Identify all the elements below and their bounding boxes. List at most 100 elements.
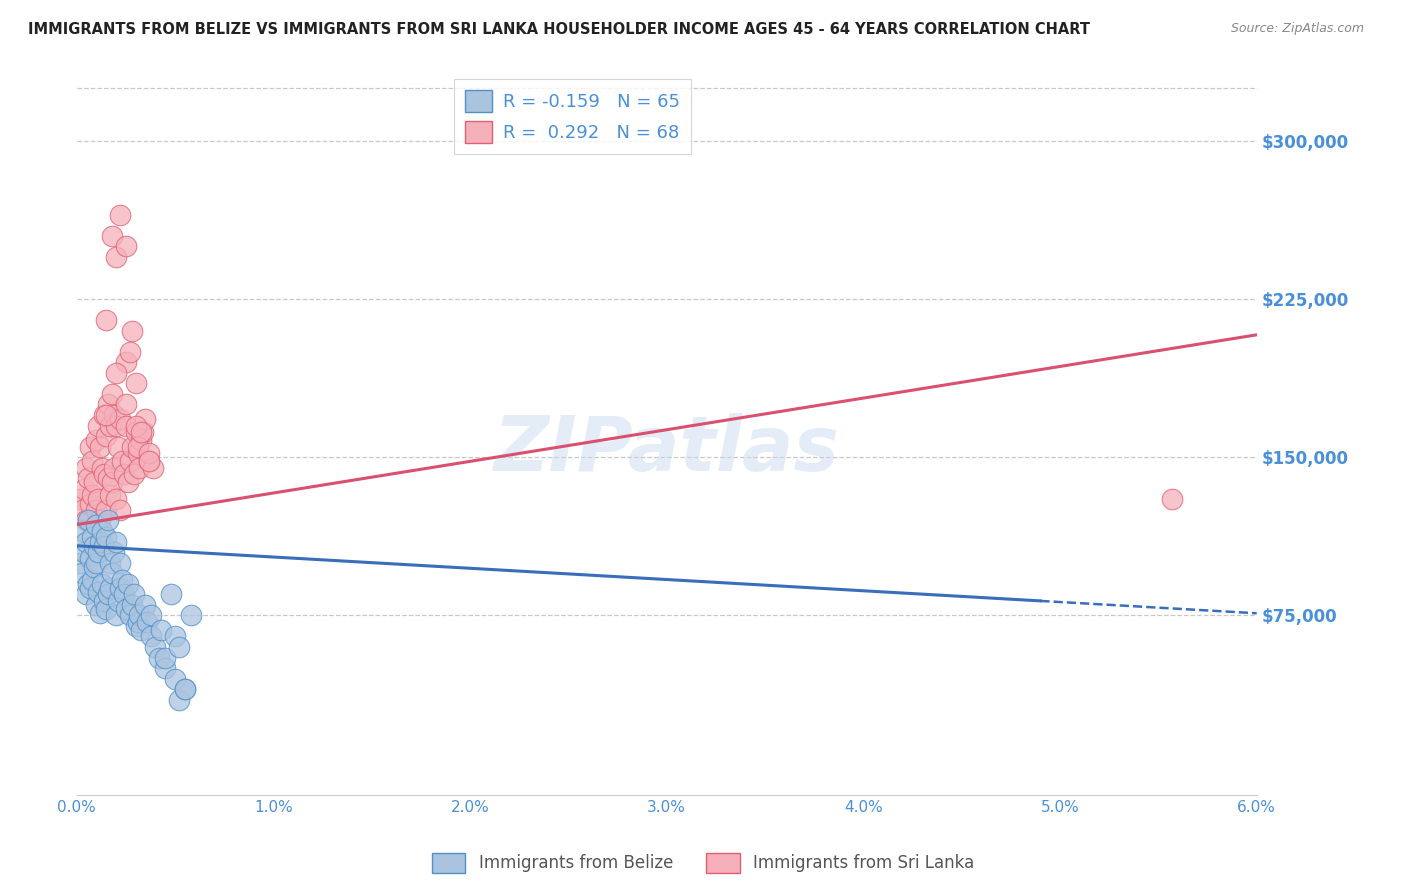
Point	[79, 551, 101, 566]
Point	[98, 418, 121, 433]
Point	[163, 630, 186, 644]
Point	[117, 475, 139, 490]
Point	[111, 454, 134, 468]
Point	[79, 581, 101, 595]
Point	[84, 434, 107, 448]
Point	[108, 412, 131, 426]
Point	[118, 344, 141, 359]
Point	[108, 208, 131, 222]
Point	[94, 408, 117, 422]
Point	[103, 545, 125, 559]
Point	[131, 434, 153, 448]
Point	[94, 602, 117, 616]
Point	[97, 397, 120, 411]
Point	[103, 408, 125, 422]
Point	[87, 492, 110, 507]
Point	[173, 682, 195, 697]
Point	[82, 488, 104, 502]
Point	[173, 682, 195, 697]
Point	[107, 593, 129, 607]
Text: IMMIGRANTS FROM BELIZE VS IMMIGRANTS FROM SRI LANKA HOUSEHOLDER INCOME AGES 45 -: IMMIGRANTS FROM BELIZE VS IMMIGRANTS FRO…	[28, 22, 1090, 37]
Point	[104, 366, 127, 380]
Point	[142, 460, 165, 475]
Point	[114, 602, 136, 616]
Point	[134, 598, 156, 612]
Point	[89, 534, 111, 549]
Point	[108, 556, 131, 570]
Point	[118, 454, 141, 468]
Point	[143, 640, 166, 654]
Point	[180, 608, 202, 623]
Point	[117, 576, 139, 591]
Point	[73, 482, 96, 496]
Point	[138, 454, 160, 468]
Point	[98, 488, 121, 502]
Point	[94, 503, 117, 517]
Point	[128, 460, 150, 475]
Point	[108, 581, 131, 595]
Point	[163, 672, 186, 686]
Point	[93, 593, 115, 607]
Point	[153, 650, 176, 665]
Legend: Immigrants from Belize, Immigrants from Sri Lanka: Immigrants from Belize, Immigrants from …	[425, 847, 981, 880]
Point	[121, 440, 143, 454]
Point	[141, 608, 163, 623]
Point	[73, 545, 96, 559]
Point	[141, 630, 163, 644]
Point	[122, 467, 145, 481]
Point	[104, 250, 127, 264]
Point	[108, 503, 131, 517]
Point	[136, 615, 159, 629]
Point	[93, 408, 115, 422]
Point	[153, 661, 176, 675]
Point	[82, 530, 104, 544]
Point	[84, 598, 107, 612]
Point	[103, 460, 125, 475]
Point	[134, 412, 156, 426]
Point	[104, 608, 127, 623]
Point	[112, 587, 135, 601]
Point	[167, 692, 190, 706]
Point	[124, 619, 146, 633]
Point	[87, 585, 110, 599]
Point	[82, 573, 104, 587]
Point	[77, 471, 100, 485]
Point	[83, 539, 105, 553]
Point	[84, 517, 107, 532]
Point	[93, 539, 115, 553]
Point	[124, 376, 146, 391]
Point	[69, 556, 91, 570]
Point	[127, 440, 149, 454]
Point	[104, 418, 127, 433]
Point	[138, 454, 160, 468]
Point	[75, 460, 97, 475]
Point	[72, 566, 94, 581]
Point	[69, 492, 91, 507]
Point	[89, 440, 111, 454]
Point	[91, 524, 114, 538]
Point	[101, 228, 124, 243]
Point	[114, 418, 136, 433]
Point	[75, 534, 97, 549]
Point	[83, 475, 105, 490]
Point	[112, 467, 135, 481]
Point	[94, 429, 117, 443]
Point	[98, 556, 121, 570]
Point	[124, 425, 146, 439]
Point	[124, 418, 146, 433]
Point	[77, 513, 100, 527]
Point	[91, 576, 114, 591]
Point	[121, 324, 143, 338]
Point	[127, 615, 149, 629]
Point	[89, 513, 111, 527]
Point	[89, 607, 111, 621]
Point	[104, 492, 127, 507]
Point	[75, 587, 97, 601]
Point	[101, 387, 124, 401]
Point	[79, 497, 101, 511]
Point	[87, 418, 110, 433]
Point	[84, 503, 107, 517]
Point	[1161, 492, 1184, 507]
Point	[150, 623, 173, 637]
Point	[118, 608, 141, 623]
